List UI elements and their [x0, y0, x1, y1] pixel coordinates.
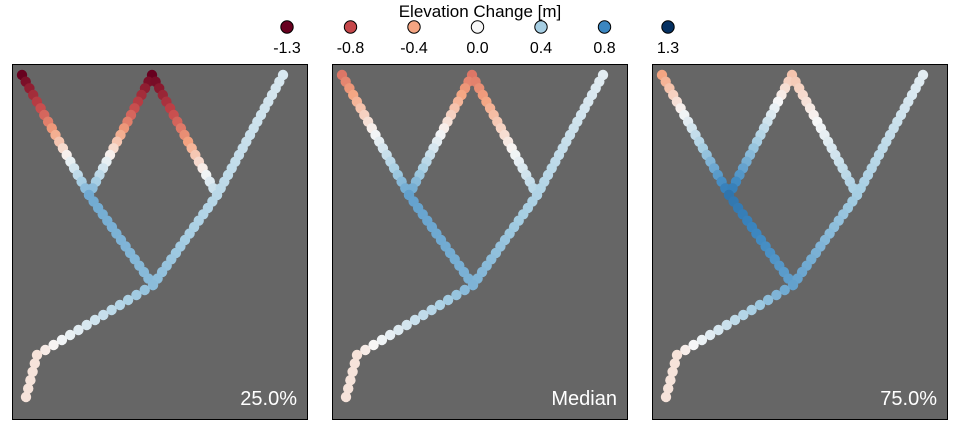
legend-label: 1.3 [657, 40, 679, 57]
data-point [20, 391, 32, 403]
legend-swatch [343, 20, 358, 34]
data-point [368, 339, 379, 351]
data-point [98, 309, 109, 321]
data-point [442, 294, 454, 306]
data-point [131, 289, 142, 301]
data-point [787, 279, 799, 291]
data-point [347, 366, 358, 377]
data-point [64, 329, 76, 341]
data-point [27, 366, 38, 377]
legend-swatch [280, 20, 294, 34]
data-point [704, 329, 716, 341]
data-point [23, 383, 34, 394]
legend-swatch [534, 20, 548, 34]
data-point [48, 339, 59, 351]
panel-label: Median [551, 388, 617, 410]
data-point [340, 391, 352, 403]
data-point [467, 279, 479, 291]
data-point [376, 334, 388, 346]
data-point [29, 358, 40, 369]
legend-swatch [470, 20, 485, 34]
data-point [660, 391, 672, 403]
data-point [669, 358, 680, 369]
data-point [721, 319, 732, 331]
data-point [349, 358, 360, 369]
data-point [680, 344, 691, 356]
legend-swatch [407, 20, 421, 34]
data-point [434, 299, 446, 311]
data-point [393, 324, 404, 336]
panel-points [656, 69, 929, 403]
data-point [122, 294, 134, 306]
legend-label: -1.3 [273, 40, 301, 57]
legend-label: 0.8 [593, 40, 615, 57]
panels: 25.0% Median 75.0% [12, 64, 948, 420]
legend-label: 0.0 [466, 40, 488, 57]
data-point [696, 334, 708, 346]
panel-points [16, 69, 289, 403]
data-point [459, 284, 470, 296]
data-point [345, 375, 356, 386]
panel: Median [332, 64, 628, 420]
data-point [418, 309, 429, 321]
legend-label: -0.8 [337, 40, 365, 57]
legend-swatch [597, 20, 612, 34]
data-point [106, 304, 117, 316]
data-point [73, 324, 84, 336]
legend-items: -1.3 -0.8 -0.4 0.0 0.4 0.8 1.3 [273, 20, 679, 57]
data-point [409, 314, 421, 326]
data-point [671, 349, 683, 361]
data-point [31, 349, 43, 361]
data-point [81, 319, 92, 331]
data-point [762, 294, 774, 306]
data-point [343, 383, 354, 394]
data-point [688, 339, 699, 351]
data-point [40, 344, 51, 356]
data-point [667, 366, 678, 377]
data-point [401, 319, 412, 331]
panel: 75.0% [652, 64, 948, 420]
data-point [713, 324, 724, 336]
data-point [147, 279, 159, 291]
legend-swatch [661, 20, 675, 34]
panel-points [336, 69, 609, 403]
data-point [56, 334, 68, 346]
data-point [451, 289, 462, 301]
data-point [665, 375, 676, 386]
data-point [771, 289, 782, 301]
data-point [754, 299, 766, 311]
panel-label: 25.0% [240, 388, 297, 410]
panel: 25.0% [12, 64, 308, 420]
legend-title: Elevation Change [m] [399, 2, 562, 21]
data-point [114, 299, 126, 311]
data-point [779, 284, 790, 296]
data-point [746, 304, 757, 316]
legend-label: -0.4 [400, 40, 428, 57]
panel-label: 75.0% [880, 388, 937, 410]
data-point [426, 304, 437, 316]
data-point [25, 375, 36, 386]
data-point [89, 314, 101, 326]
data-point [663, 383, 674, 394]
data-point [738, 309, 749, 321]
data-point [384, 329, 396, 341]
legend: Elevation Change [m] -1.3 -0.8 -0.4 0.0 0.4 0… [273, 2, 679, 57]
data-point [351, 349, 363, 361]
data-point [360, 344, 371, 356]
data-point [139, 284, 150, 296]
data-point [729, 314, 741, 326]
legend-label: 0.4 [530, 40, 552, 57]
